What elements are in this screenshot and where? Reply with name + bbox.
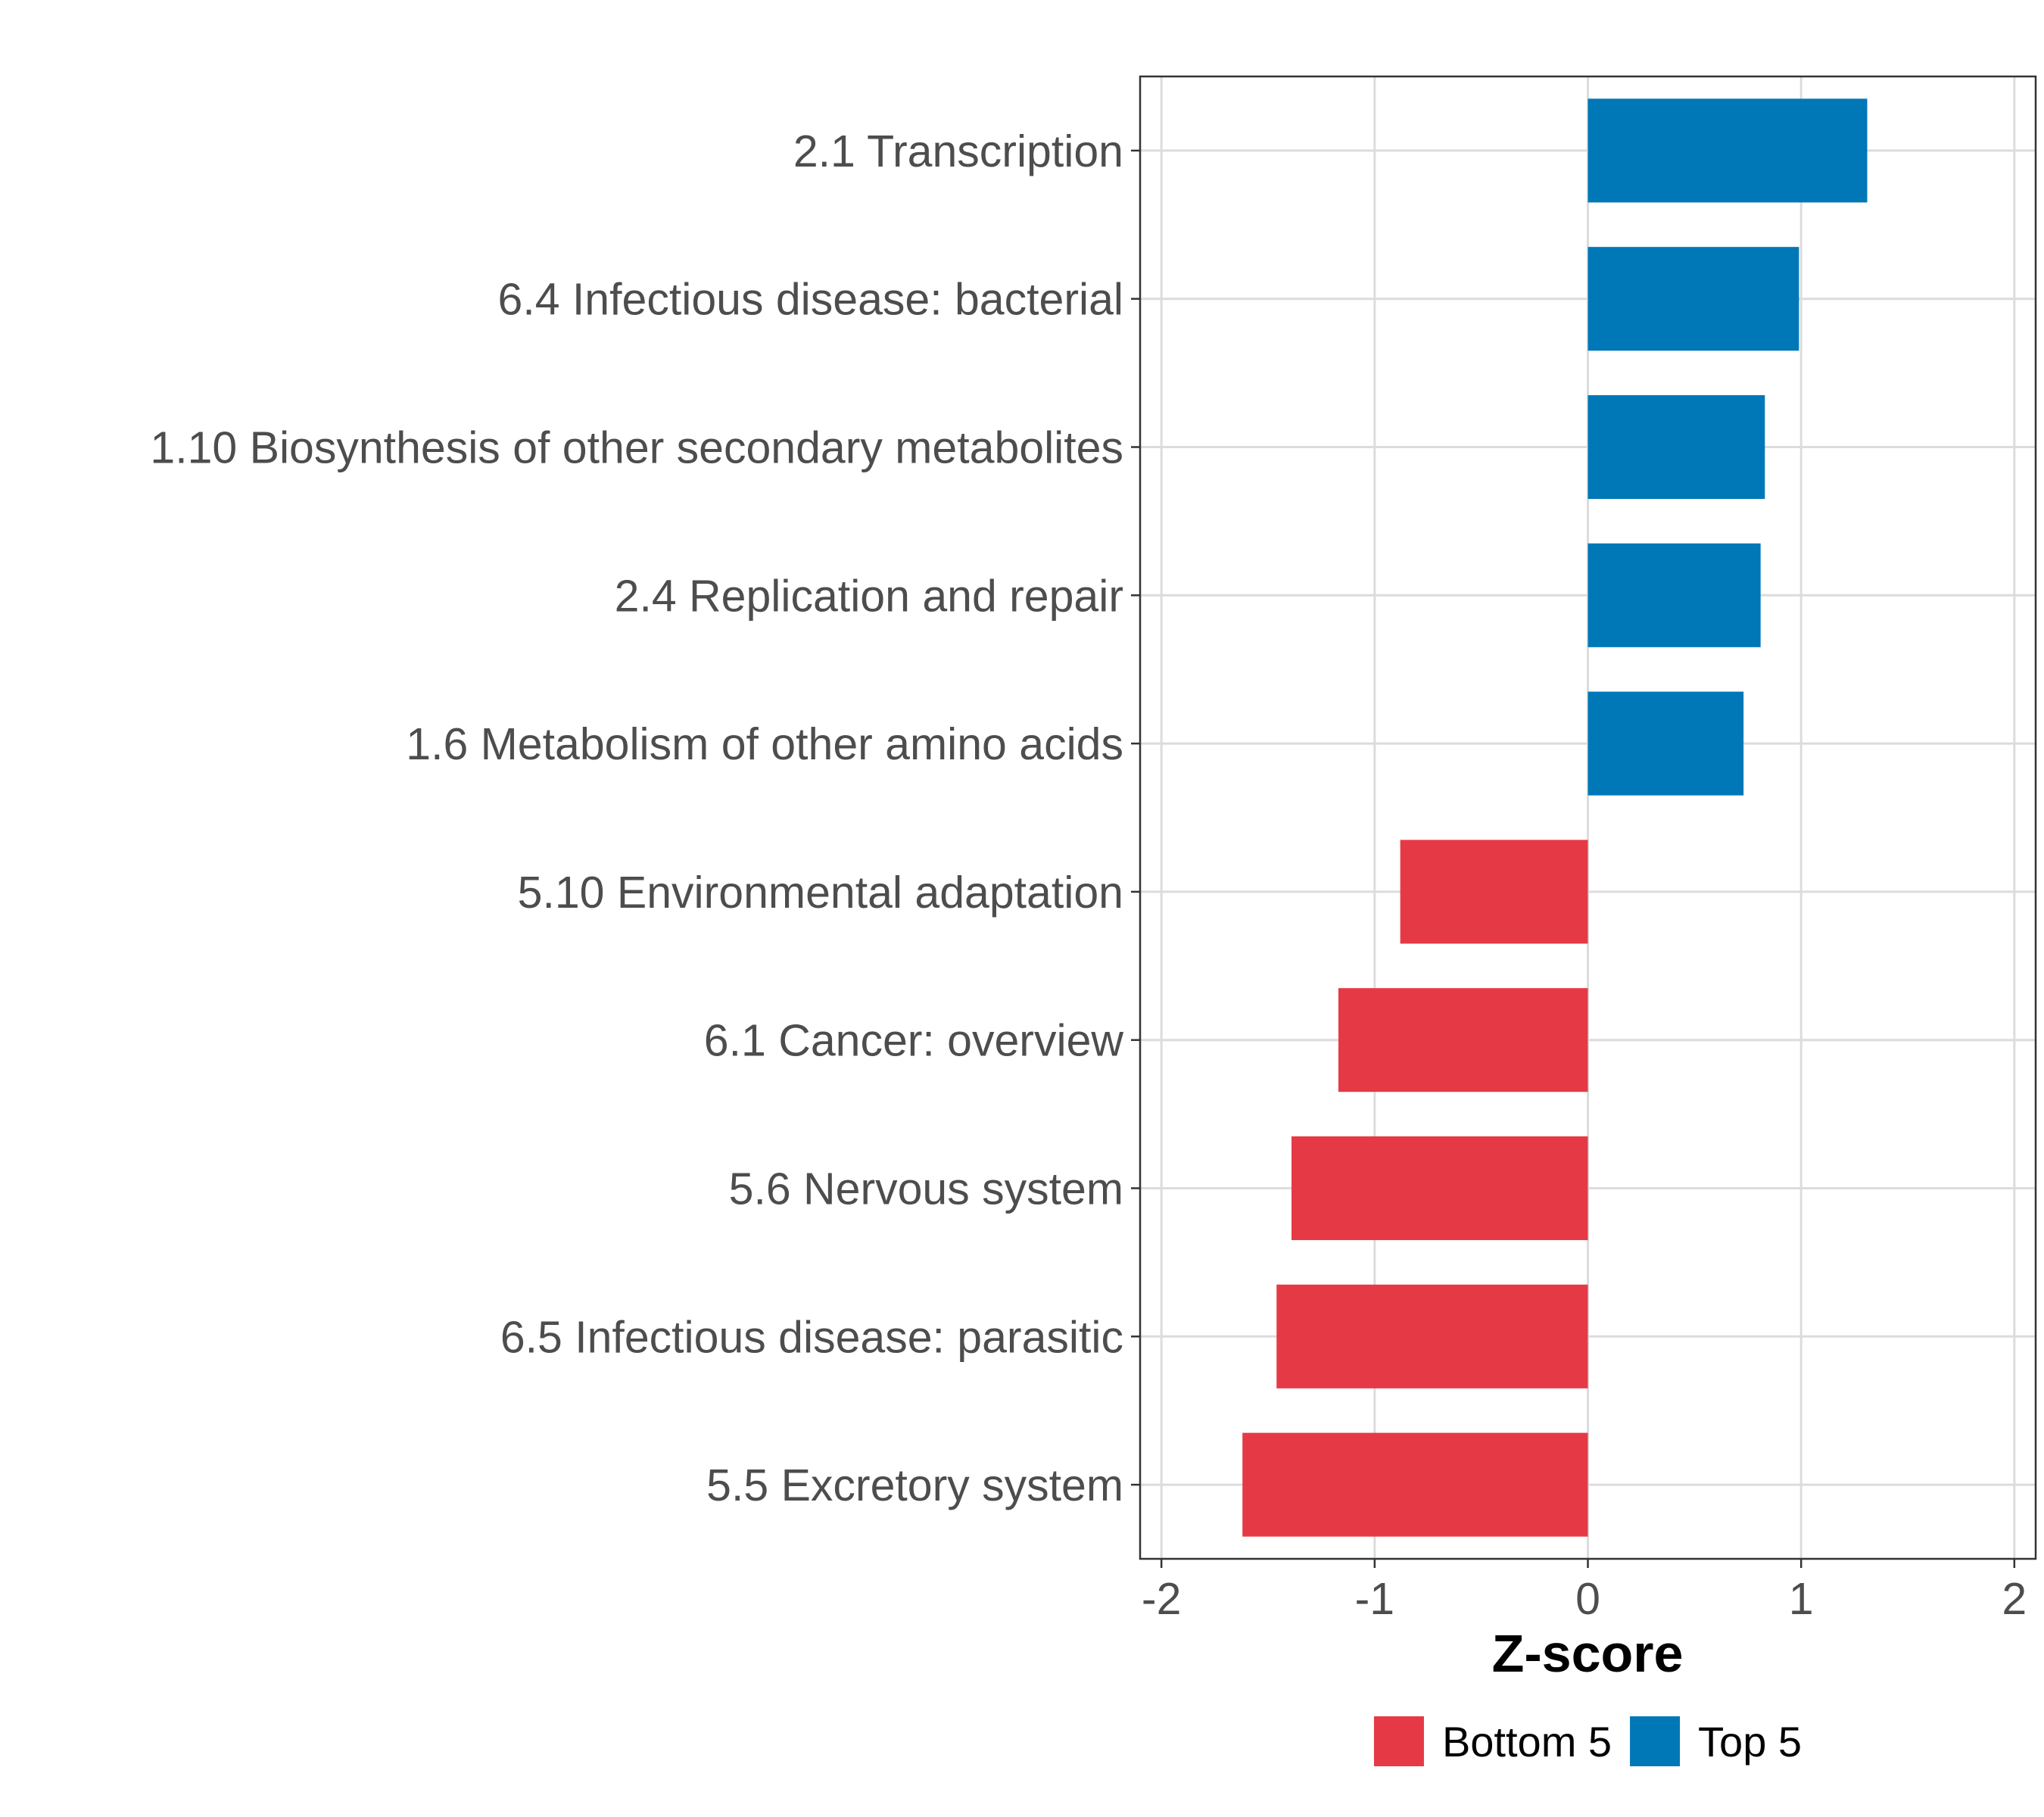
x-axis-title: Z-score — [1492, 1624, 1684, 1683]
bar — [1588, 394, 1765, 500]
y-tick-label: 6.5 Infectious disease: parasitic — [500, 1312, 1123, 1362]
x-tick-label: -2 — [1142, 1574, 1181, 1624]
y-tick-label: 1.6 Metabolism of other amino acids — [406, 719, 1123, 769]
legend: Bottom 5 Top 5 — [1373, 1716, 1802, 1766]
bar — [1338, 988, 1588, 1092]
bar — [1588, 247, 1799, 351]
bar — [1588, 98, 1868, 203]
y-tick-label: 5.5 Excretory system — [706, 1460, 1123, 1510]
bar — [1242, 1432, 1588, 1537]
y-tick-label: 2.1 Transcription — [793, 126, 1123, 176]
bar — [1291, 1136, 1588, 1241]
bar — [1276, 1284, 1588, 1388]
legend-label: Top 5 — [1698, 1718, 1802, 1766]
bar — [1588, 543, 1761, 647]
y-tick-label: 5.6 Nervous system — [729, 1164, 1123, 1214]
y-tick-label: 6.1 Cancer: overview — [704, 1016, 1124, 1066]
y-tick-label: 1.10 Biosynthesis of other secondary met… — [150, 423, 1123, 473]
x-tick-label: 0 — [1575, 1574, 1600, 1624]
x-tick-label: 2 — [2002, 1574, 2027, 1624]
x-tick-label: -1 — [1355, 1574, 1394, 1624]
legend-key — [1630, 1716, 1681, 1766]
y-tick-label: 6.4 Infectious disease: bacterial — [498, 275, 1124, 325]
y-axis: 2.1 Transcription 6.4 Infectious disease:… — [150, 126, 1140, 1510]
bars — [1242, 98, 1868, 1537]
legend-key — [1373, 1716, 1424, 1766]
y-tick-label: 5.10 Environmental adaptation — [518, 868, 1123, 918]
legend-label: Bottom 5 — [1442, 1718, 1612, 1766]
x-tick-label: 1 — [1789, 1574, 1814, 1624]
y-tick-label: 2.4 Replication and repair — [615, 571, 1123, 621]
bar — [1588, 691, 1744, 796]
bar — [1400, 840, 1588, 944]
x-axis: -2 -1 0 1 2 — [1142, 1559, 2027, 1624]
